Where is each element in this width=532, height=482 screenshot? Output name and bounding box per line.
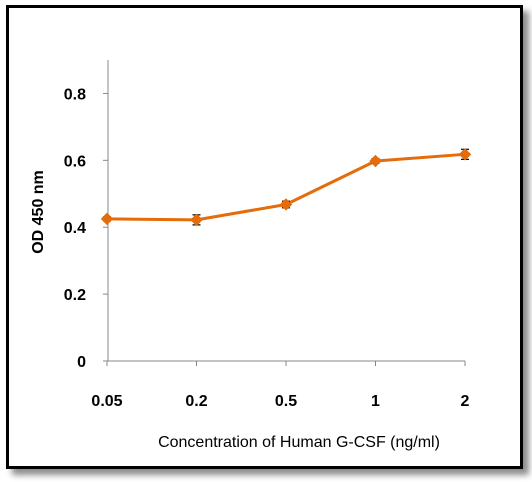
data-point-marker [100,212,114,226]
data-point-marker [369,154,382,168]
y-tick-label: 0.2 [64,287,86,304]
x-tick-label: 0.2 [185,393,207,410]
y-tick-label: 0.8 [64,86,86,103]
y-tick-label: 0 [77,354,86,371]
chart-frame [6,5,523,469]
x-tick-label: 0.05 [91,393,122,410]
x-axis-title: Concentration of Human G-CSF (ng/ml) [158,434,440,451]
y-tick-label: 0.4 [64,220,86,237]
x-tick-label: 0.5 [275,393,297,410]
y-tick-label: 0.6 [64,153,86,170]
axes [107,60,465,362]
data-point-marker [190,213,203,227]
data-point-marker [279,198,293,211]
series-layer [100,148,472,227]
x-tick-label: 2 [461,393,470,410]
y-ticks: 0 0.2 0.4 0.6 0.8 [64,86,108,371]
data-point-marker [458,148,472,161]
x-tick-label: 1 [371,393,380,410]
x-ticks: 0.05 0.2 0.5 1 2 [91,361,470,410]
y-axis-title: OD 450 nm [30,170,47,254]
